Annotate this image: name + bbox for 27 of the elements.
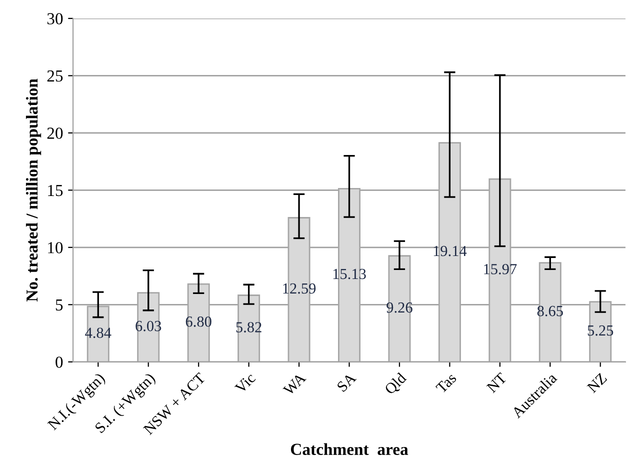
y-tick-label: 0 — [56, 356, 63, 368]
x-axis-title: Catchment area — [290, 443, 408, 456]
y-tick-label: 15 — [48, 184, 63, 196]
y-tick-label: 5 — [56, 300, 63, 311]
x-tick-label: Vic — [234, 372, 256, 394]
y-tick-label: 30 — [47, 13, 63, 24]
data-label: 8.65 — [537, 306, 563, 316]
data-label: 12.59 — [283, 283, 316, 294]
data-label: 15.97 — [484, 264, 517, 274]
data-label: 19.14 — [434, 246, 467, 256]
x-tick-label: Qld — [384, 372, 409, 397]
y-axis-title: No. treated / million population — [26, 78, 42, 302]
x-tick-label: NZ — [586, 372, 608, 394]
y-tick-label: 25 — [47, 70, 63, 82]
data-label: 15.13 — [333, 268, 366, 280]
x-tick-label: SA — [336, 372, 357, 392]
x-tick-label: NT — [486, 372, 508, 394]
x-tick-label: Tas — [435, 372, 457, 394]
y-tick-label: 10 — [48, 242, 63, 254]
data-label: 4.84 — [85, 328, 112, 338]
data-label: 5.25 — [588, 325, 614, 336]
x-tick-label: WA — [282, 372, 307, 396]
y-tick-label: 20 — [47, 128, 63, 139]
data-label: 5.82 — [236, 322, 262, 332]
data-label: 6.80 — [186, 316, 212, 327]
data-label: 9.26 — [386, 302, 412, 313]
data-label: 6.03 — [136, 320, 162, 332]
